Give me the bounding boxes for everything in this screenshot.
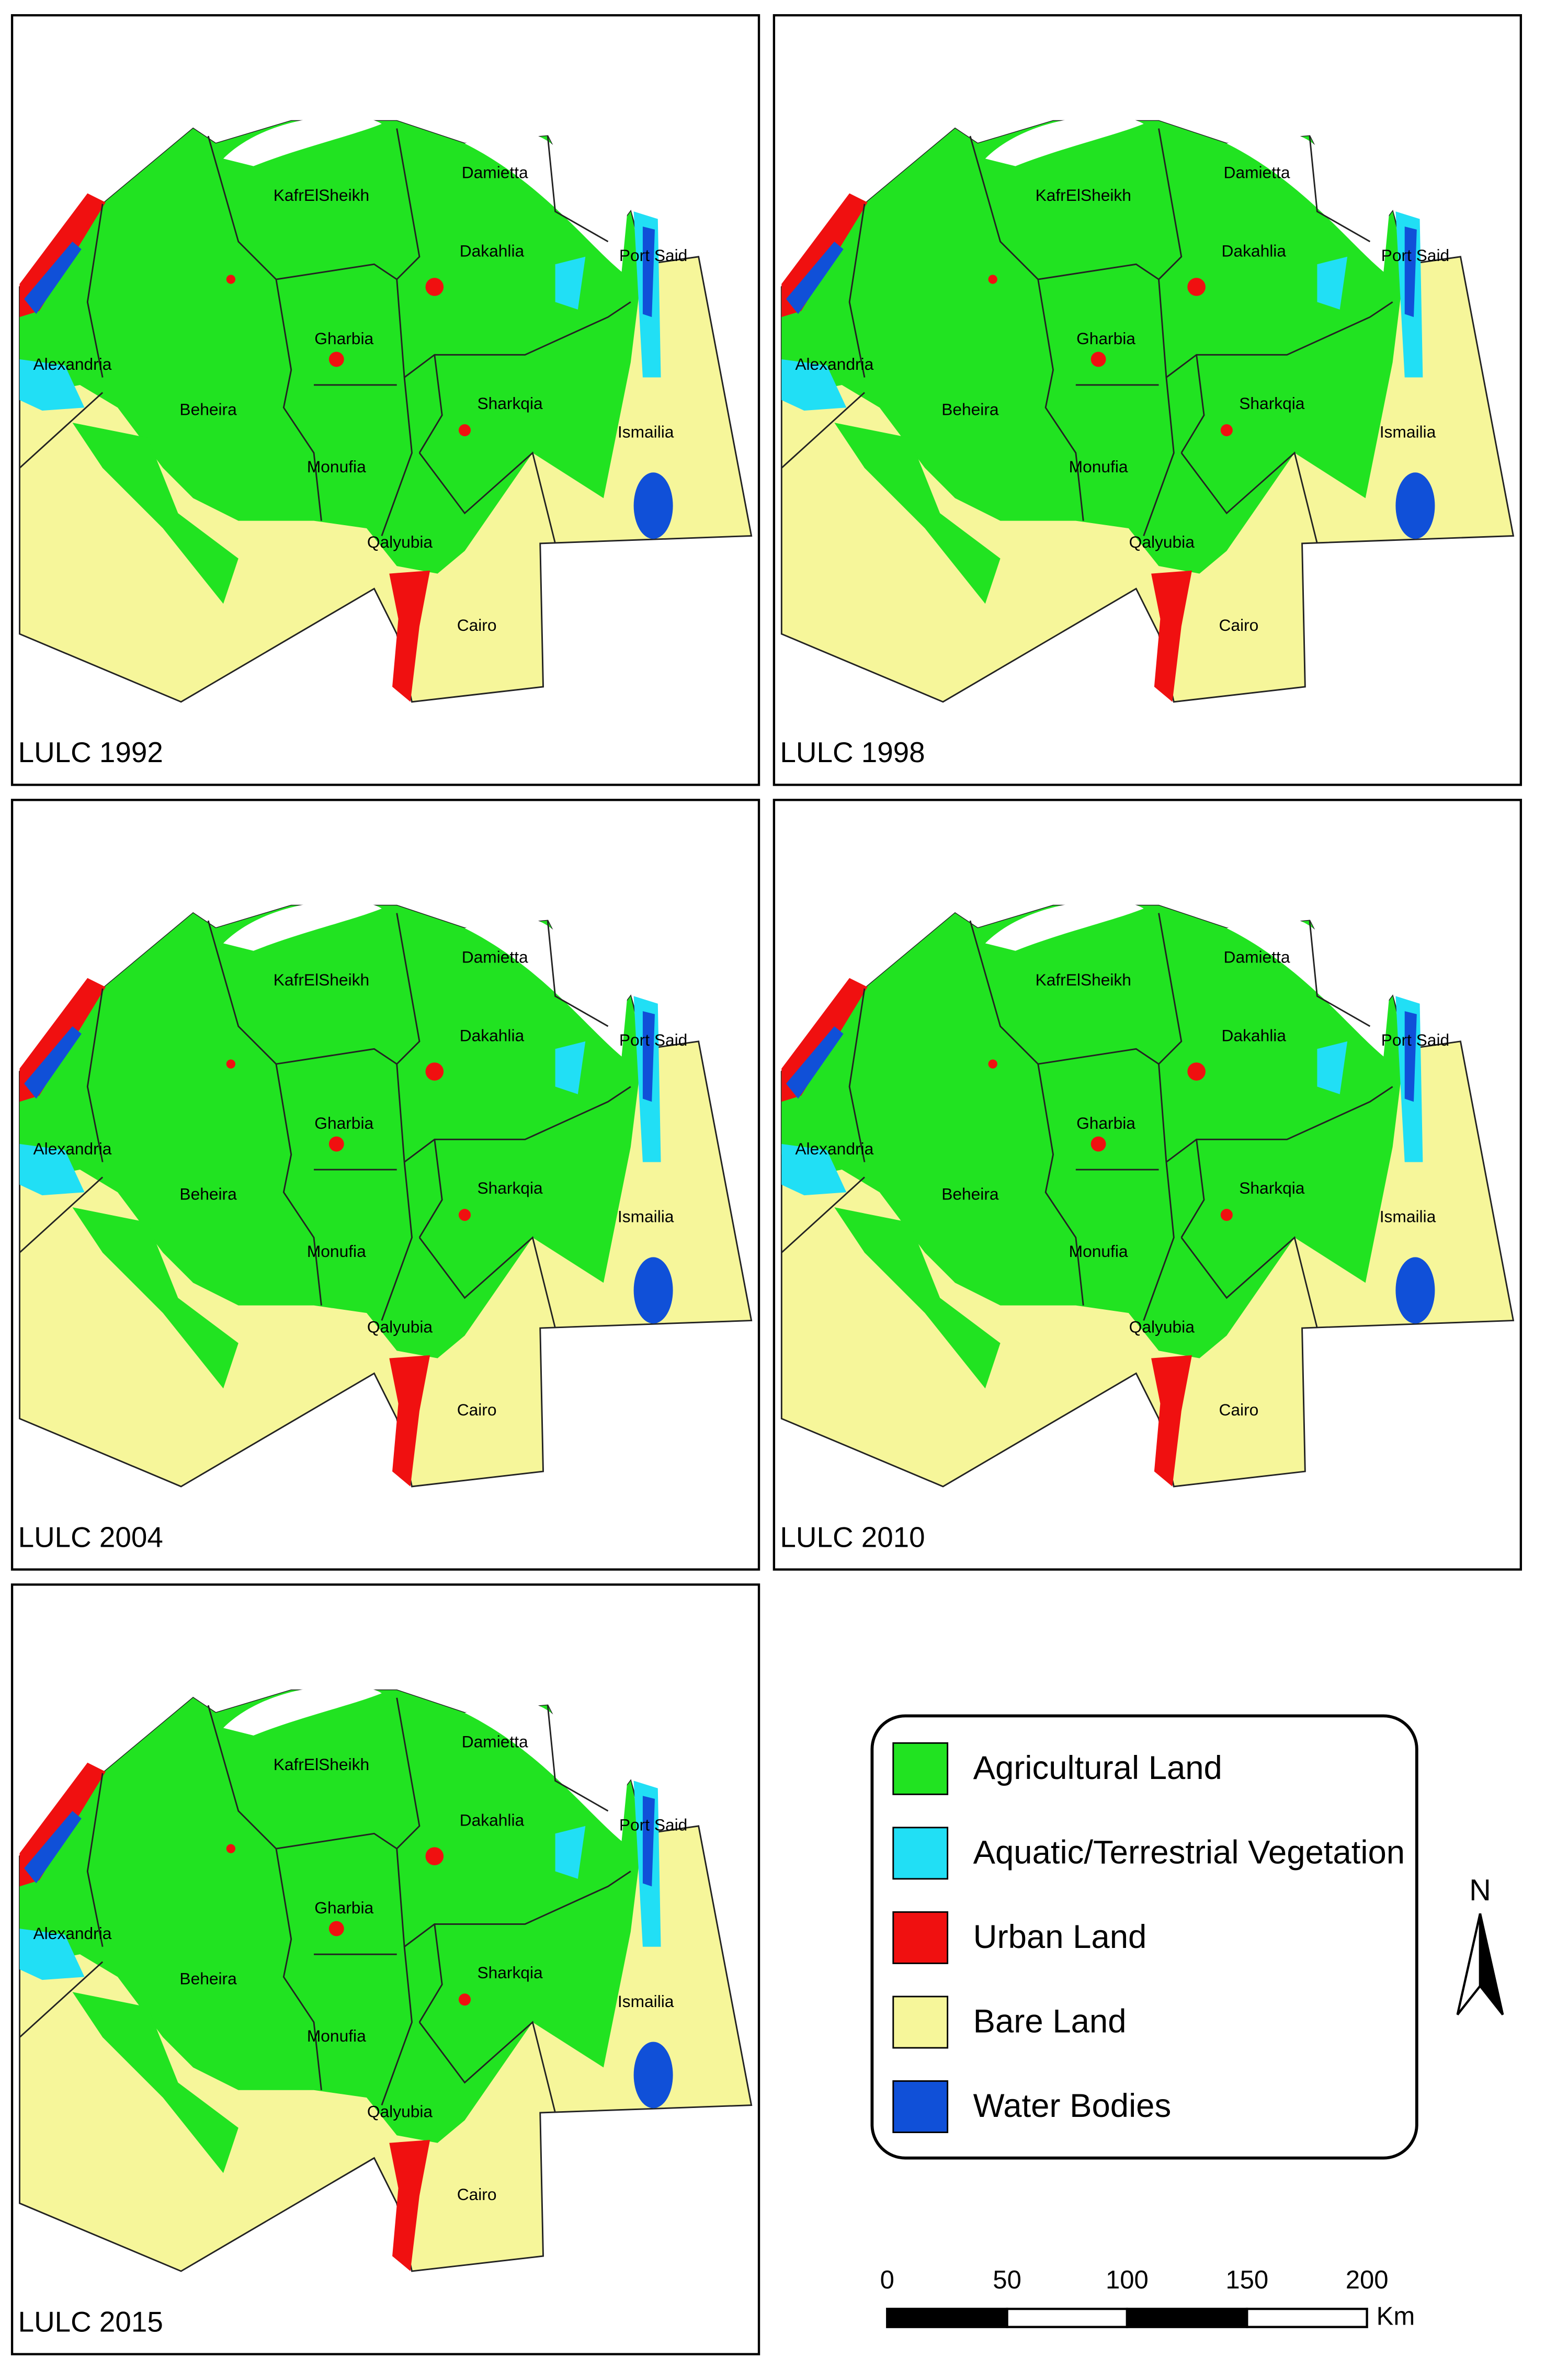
region-label: Monufia [1069, 457, 1128, 476]
region-label: Dakahlia [1222, 241, 1287, 260]
scale-segment [886, 2307, 1008, 2328]
legend-swatch [892, 1911, 949, 1964]
region-label: Sharkqia [1239, 394, 1305, 413]
region-label: Cairo [457, 2185, 497, 2204]
north-label: N [1469, 1874, 1491, 1907]
region-label: Beheira [179, 1969, 237, 1988]
north-arrow [1479, 1913, 1504, 2015]
region-label: Dakahlia [460, 1811, 525, 1830]
region-label: Cairo [457, 1400, 497, 1419]
scale-unit: Km [1377, 2302, 1415, 2330]
region-label: Beheira [941, 1184, 999, 1203]
region-label: KafrElSheikh [274, 970, 369, 989]
region-label: Alexandria [33, 1924, 112, 1943]
region-label: Ismailia [618, 423, 674, 441]
region-label: Gharbia [314, 329, 373, 348]
region-label: Gharbia [314, 1114, 373, 1132]
map-panel: Alexandria Beheira KafrElSheikh Damietta Dak… [772, 799, 1523, 1571]
region-label: Sharkqia [477, 1178, 543, 1197]
scale-tick-label: 50 [993, 2266, 1021, 2294]
region-label: Dakahlia [460, 241, 525, 260]
legend-label: Urban Land [973, 1919, 1147, 1955]
region-label: Damietta [462, 1732, 528, 1751]
region-label: Beheira [941, 400, 999, 418]
region-label: Cairo [1219, 616, 1258, 634]
scale-tick-label: 200 [1346, 2266, 1389, 2294]
region-label: Sharkqia [477, 394, 543, 413]
region-label: KafrElSheikh [274, 1755, 369, 1774]
region-label: KafrElSheikh [1036, 186, 1131, 205]
map-panel: Alexandria Beheira KafrElSheikh Damietta Dak… [10, 14, 760, 786]
region-label: Monufia [307, 2026, 366, 2045]
region-label: Ismailia [1380, 1207, 1436, 1226]
north-arrow [1456, 1913, 1482, 2015]
region-label: Gharbia [1076, 1114, 1135, 1132]
legend-swatch [892, 1996, 949, 2049]
panel-title: LULC 2015 [18, 2305, 163, 2338]
region-label: Dakahlia [460, 1026, 525, 1045]
legend-label: Water Bodies [973, 2088, 1172, 2124]
region-label: Cairo [457, 616, 497, 634]
region-label: Cairo [1219, 1400, 1258, 1419]
region-label: Damietta [1224, 948, 1290, 967]
region-label: Alexandria [33, 355, 112, 373]
panel-title: LULC 2004 [18, 1521, 163, 1553]
scale-tick-label: 100 [1106, 2266, 1149, 2294]
region-label: KafrElSheikh [1036, 970, 1131, 989]
region-label: Sharkqia [1239, 1178, 1305, 1197]
region-label: Damietta [1224, 163, 1290, 182]
legend-swatch [892, 1742, 949, 1795]
scale-segment [1246, 2307, 1368, 2328]
region-label: Monufia [1069, 1242, 1128, 1261]
region-label: Ismailia [618, 1992, 674, 2011]
legend-swatch [892, 2080, 949, 2133]
region-label: Monufia [307, 1242, 366, 1261]
region-label: Dakahlia [1222, 1026, 1287, 1045]
region-label: Port Said [1381, 1030, 1449, 1049]
scale-tick-label: 150 [1225, 2266, 1268, 2294]
region-label: Gharbia [1076, 329, 1135, 348]
legend-label: Bare Land [973, 2003, 1127, 2040]
region-label: Beheira [179, 400, 237, 418]
region-label: Qalyubia [367, 1317, 433, 1336]
region-label: Port Said [619, 1815, 687, 1834]
legend-box [870, 1714, 1418, 2160]
legend-label: Aquatic/Terrestrial Vegetation [973, 1834, 1405, 1871]
region-label: Sharkqia [477, 1963, 543, 1982]
region-label: Damietta [462, 948, 528, 967]
region-label: Qalyubia [367, 532, 433, 551]
region-label: Qalyubia [1129, 1317, 1195, 1336]
region-label: Monufia [307, 457, 366, 476]
scale-segment [1126, 2307, 1248, 2328]
region-label: Ismailia [1380, 423, 1436, 441]
region-label: Port Said [1381, 246, 1449, 265]
scale-tick-label: 0 [880, 2266, 894, 2294]
panels: Alexandria Beheira KafrElSheikh Damietta Dak… [10, 14, 1523, 2355]
panel-title: LULC 2010 [780, 1521, 925, 1553]
region-label: Qalyubia [1129, 532, 1195, 551]
map-panel: Alexandria Beheira KafrElSheikh Damietta Dak… [10, 1583, 760, 2355]
region-label: Damietta [462, 163, 528, 182]
legend-label: Agricultural Land [973, 1750, 1222, 1786]
map-panel: Alexandria Beheira KafrElSheikh Damietta Dak… [772, 14, 1523, 786]
region-label: Qalyubia [367, 2102, 433, 2121]
region-label: Port Said [619, 1030, 687, 1049]
map-panel: Alexandria Beheira KafrElSheikh Damietta Dak… [10, 799, 760, 1571]
region-label: Alexandria [795, 1139, 873, 1158]
region-label: Gharbia [314, 1898, 373, 1917]
panel-title: LULC 1998 [780, 736, 925, 768]
region-label: Ismailia [618, 1207, 674, 1226]
region-label: Alexandria [795, 355, 873, 373]
legend: Agricultural Land Aquatic/Terrestrial Veg… [892, 1742, 1405, 2133]
legend-swatch [892, 1827, 949, 1880]
panel-title: LULC 1992 [18, 736, 163, 768]
region-label: Port Said [619, 246, 687, 265]
region-label: Alexandria [33, 1139, 112, 1158]
scale-segment [1006, 2307, 1129, 2328]
region-label: KafrElSheikh [274, 186, 369, 205]
scale-bar: 0 50 100 150 200 Km [880, 2266, 1415, 2330]
region-label: Beheira [179, 1184, 237, 1203]
